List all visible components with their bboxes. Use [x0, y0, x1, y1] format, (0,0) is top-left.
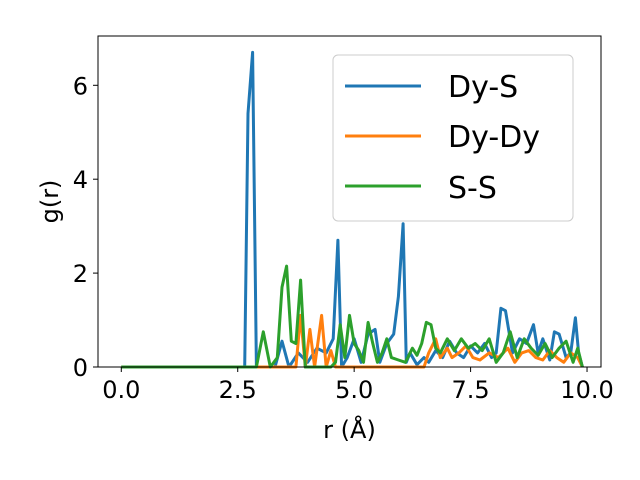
y-tick-label: 0: [73, 354, 88, 382]
legend: Dy-S Dy-Dy S-S: [332, 54, 574, 222]
y-axis-title: g(r): [36, 180, 64, 224]
legend-label-dy-s: Dy-S: [448, 70, 518, 105]
x-tick-label: 7.5: [452, 376, 490, 404]
x-tick-label: 2.5: [219, 376, 257, 404]
legend-label-dy-dy: Dy-Dy: [448, 120, 540, 155]
axes-layer: 0.0 2.5 5.0 7.5 10.0 0 2 4 6: [73, 72, 614, 404]
series-line-s-s: [121, 264, 584, 369]
x-tick-label: 0.0: [102, 376, 140, 404]
plot-frame: [97, 35, 602, 368]
x-tick-label: 10.0: [560, 376, 613, 404]
y-tick-label: 6: [73, 72, 88, 100]
y-tick-label: 2: [73, 260, 88, 288]
x-axis-title: r (Å): [323, 415, 376, 444]
legend-label-s-s: S-S: [448, 171, 497, 206]
legend-frame: [332, 54, 574, 222]
y-tick-label: 4: [73, 166, 88, 194]
x-tick-label: 5.0: [335, 376, 373, 404]
